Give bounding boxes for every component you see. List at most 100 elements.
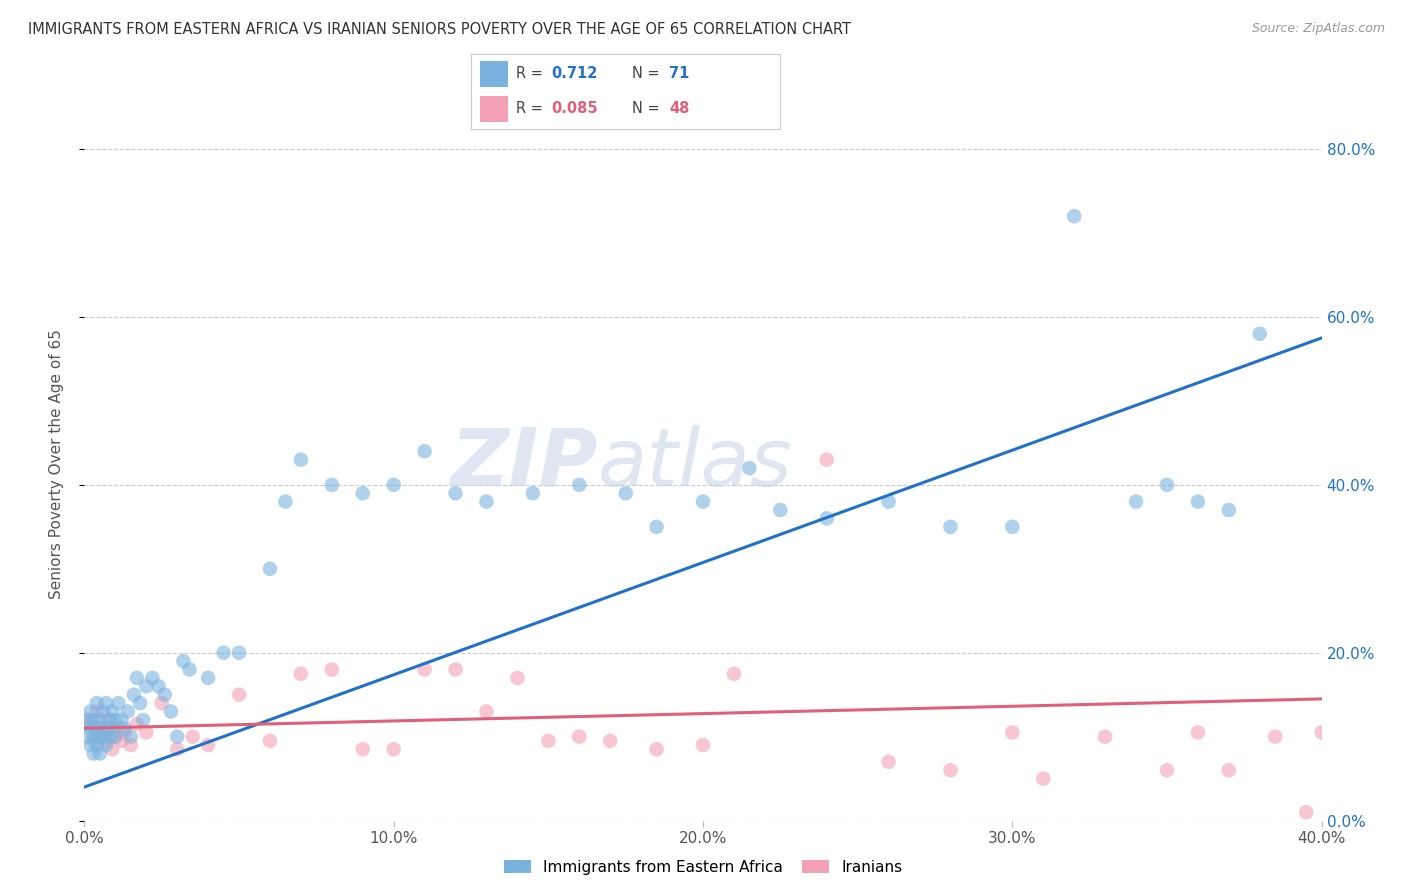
Point <box>94 734 117 748</box>
Point <box>79 738 101 752</box>
Point <box>1063 209 1085 223</box>
Point <box>522 486 544 500</box>
Point <box>181 730 204 744</box>
Point <box>110 713 132 727</box>
Text: N =: N = <box>631 67 664 81</box>
Point <box>166 730 188 744</box>
Point <box>135 725 157 739</box>
Point <box>83 713 105 727</box>
Point <box>1218 503 1240 517</box>
Point <box>413 444 436 458</box>
Point <box>1001 725 1024 739</box>
Point <box>352 742 374 756</box>
Point <box>132 713 155 727</box>
Point <box>645 742 668 756</box>
Point <box>444 663 467 677</box>
Point <box>769 503 792 517</box>
Point <box>83 730 105 744</box>
Text: 0.085: 0.085 <box>551 102 598 116</box>
Point <box>117 705 139 719</box>
Point <box>1310 725 1333 739</box>
Point <box>83 734 105 748</box>
Point <box>141 671 163 685</box>
Point <box>1032 772 1054 786</box>
Point <box>645 520 668 534</box>
Bar <box>481 96 508 122</box>
Point <box>212 646 235 660</box>
Point <box>135 679 157 693</box>
Point <box>197 671 219 685</box>
Point <box>122 688 145 702</box>
Point <box>1264 730 1286 744</box>
Point <box>228 646 250 660</box>
Point <box>259 562 281 576</box>
Point <box>172 654 194 668</box>
Text: 71: 71 <box>669 67 689 81</box>
Point <box>114 725 136 739</box>
Point <box>114 721 136 735</box>
Text: IMMIGRANTS FROM EASTERN AFRICA VS IRANIAN SENIORS POVERTY OVER THE AGE OF 65 COR: IMMIGRANTS FROM EASTERN AFRICA VS IRANIA… <box>28 22 851 37</box>
Point <box>107 721 129 735</box>
Point <box>101 742 124 756</box>
Point <box>98 713 121 727</box>
Legend: Immigrants from Eastern Africa, Iranians: Immigrants from Eastern Africa, Iranians <box>498 854 908 880</box>
Point <box>815 452 838 467</box>
Point <box>148 679 170 693</box>
Point <box>94 721 117 735</box>
Point <box>76 713 98 727</box>
Point <box>723 666 745 681</box>
Bar <box>481 62 508 87</box>
Point <box>110 734 132 748</box>
Point <box>86 721 108 735</box>
Point <box>179 663 201 677</box>
Point <box>153 688 176 702</box>
Text: ZIP: ZIP <box>450 425 598 503</box>
Point <box>89 721 111 735</box>
Point <box>939 764 962 778</box>
Point <box>125 671 148 685</box>
Point <box>98 713 121 727</box>
Text: R =: R = <box>516 102 547 116</box>
Point <box>197 738 219 752</box>
Point <box>228 688 250 702</box>
Point <box>160 705 183 719</box>
Point <box>1125 494 1147 508</box>
Point <box>290 666 312 681</box>
Point <box>1156 478 1178 492</box>
Point <box>86 738 108 752</box>
Point <box>939 520 962 534</box>
Point <box>79 721 101 735</box>
Point <box>91 730 114 744</box>
Point <box>101 721 124 735</box>
Point <box>94 696 117 710</box>
Point <box>599 734 621 748</box>
Point <box>444 486 467 500</box>
Point <box>1187 494 1209 508</box>
Point <box>290 452 312 467</box>
Point <box>166 742 188 756</box>
Point <box>79 713 101 727</box>
Point <box>352 486 374 500</box>
Point <box>86 696 108 710</box>
Point <box>120 738 142 752</box>
Point <box>1156 764 1178 778</box>
Point <box>692 494 714 508</box>
Point <box>91 705 114 719</box>
Text: 48: 48 <box>669 102 689 116</box>
Point <box>259 734 281 748</box>
Point <box>89 713 111 727</box>
Point <box>568 730 591 744</box>
Point <box>1295 805 1317 820</box>
Point <box>89 730 111 744</box>
Point <box>104 730 127 744</box>
Text: R =: R = <box>516 67 547 81</box>
Point <box>1249 326 1271 341</box>
Point <box>1187 725 1209 739</box>
Point <box>815 511 838 525</box>
Point <box>120 730 142 744</box>
Text: atlas: atlas <box>598 425 793 503</box>
Point <box>475 494 498 508</box>
Point <box>104 730 127 744</box>
Point <box>86 705 108 719</box>
Point <box>83 747 105 761</box>
